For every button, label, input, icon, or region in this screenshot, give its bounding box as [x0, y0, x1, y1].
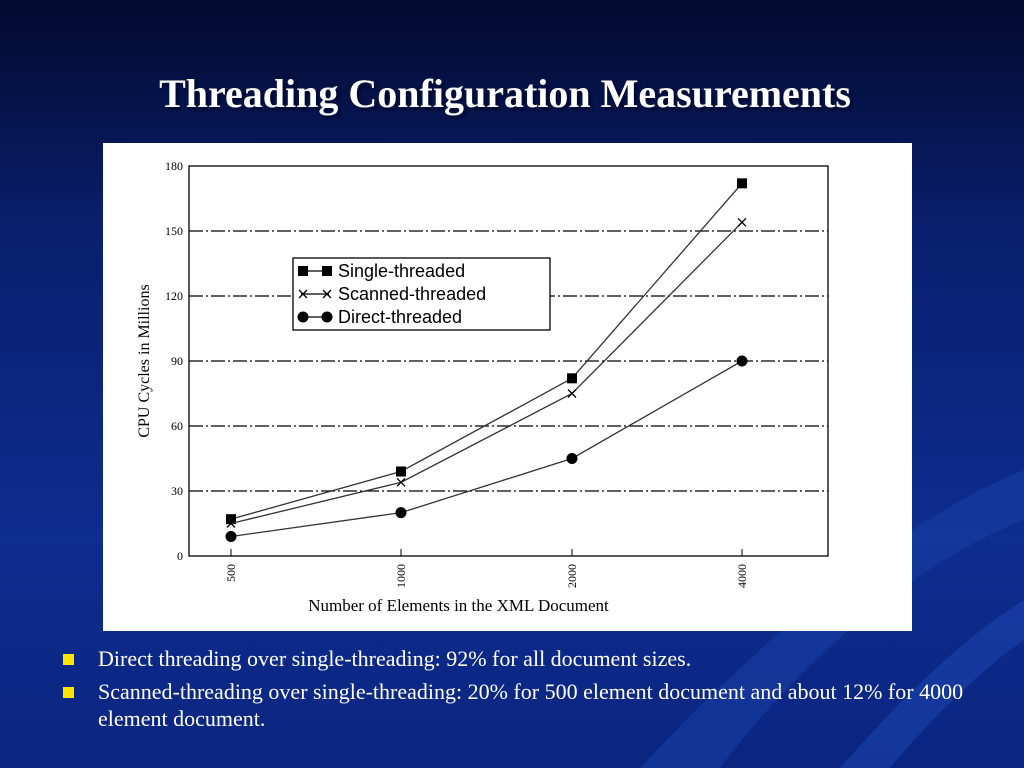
- data-point-direct-threaded: [225, 531, 237, 542]
- y-tick-label: 30: [171, 484, 183, 498]
- legend-marker-scanned-threaded: [298, 289, 308, 299]
- series-line-direct-threaded: [230, 360, 743, 538]
- y-tick-label: 120: [165, 289, 183, 303]
- y-tick-label: 0: [177, 549, 183, 563]
- data-point-direct-threaded: [566, 453, 578, 464]
- bullet-item: Direct threading over single-threading: …: [60, 645, 980, 672]
- y-tick-label: 150: [165, 224, 183, 238]
- bullet-text: Scanned-threading over single-threading:…: [98, 679, 964, 731]
- x-tick-label: 1000: [394, 564, 408, 588]
- series-line-scanned-threaded: [230, 221, 743, 525]
- legend-marker-single-threaded: [322, 266, 332, 276]
- y-tick-label: 180: [165, 159, 183, 173]
- x-tick-label: 2000: [565, 564, 579, 588]
- legend-box: [292, 257, 551, 331]
- data-point-single-threaded: [567, 373, 577, 384]
- legend-label-single-threaded: Single-threaded: [338, 261, 465, 281]
- legend-label-direct-threaded: Direct-threaded: [338, 307, 462, 327]
- data-point-direct-threaded: [395, 507, 407, 519]
- legend-marker-single-threaded: [298, 266, 308, 276]
- data-point-scanned-threaded: [226, 519, 236, 528]
- x-tick-label: 4000: [735, 564, 749, 588]
- data-point-single-threaded: [396, 466, 406, 477]
- data-point-single-threaded: [226, 514, 236, 525]
- legend-label-scanned-threaded: Scanned-threaded: [338, 284, 486, 304]
- slide-title: Threading Configuration Measurements: [159, 71, 851, 116]
- data-point-scanned-threaded: [567, 389, 577, 398]
- data-point-direct-threaded: [736, 355, 748, 367]
- bullet-text: Direct threading over single-threading: …: [98, 646, 692, 671]
- data-point-single-threaded: [737, 178, 747, 189]
- legend-marker-scanned-threaded: [322, 289, 332, 299]
- data-point-scanned-threaded: [737, 217, 747, 227]
- legend-marker-direct-threaded: [321, 311, 333, 323]
- square-bullet-icon: [63, 654, 74, 665]
- y-tick-label: 90: [171, 354, 183, 368]
- bullet-list: Direct threading over single-threading: …: [60, 645, 980, 738]
- data-point-scanned-threaded: [396, 477, 406, 487]
- legend-marker-direct-threaded: [297, 311, 309, 323]
- series-line-single-threaded: [230, 182, 743, 520]
- y-tick-label: 60: [171, 419, 183, 433]
- x-tick-label: 500: [224, 564, 238, 582]
- chart-panel: 0 30 60 90 120 150 180 500 1000 2000 4000 Number of…: [103, 143, 912, 631]
- bullet-item: Scanned-threading over single-threading:…: [60, 678, 980, 732]
- y-axis-label: CPU Cycles in Millions: [136, 284, 153, 437]
- x-axis-label: Number of Elements in the XML Document: [308, 596, 609, 615]
- square-bullet-icon: [63, 687, 74, 698]
- line-chart: 0 30 60 90 120 150 180 500 1000 2000 4000 Number of…: [136, 159, 829, 615]
